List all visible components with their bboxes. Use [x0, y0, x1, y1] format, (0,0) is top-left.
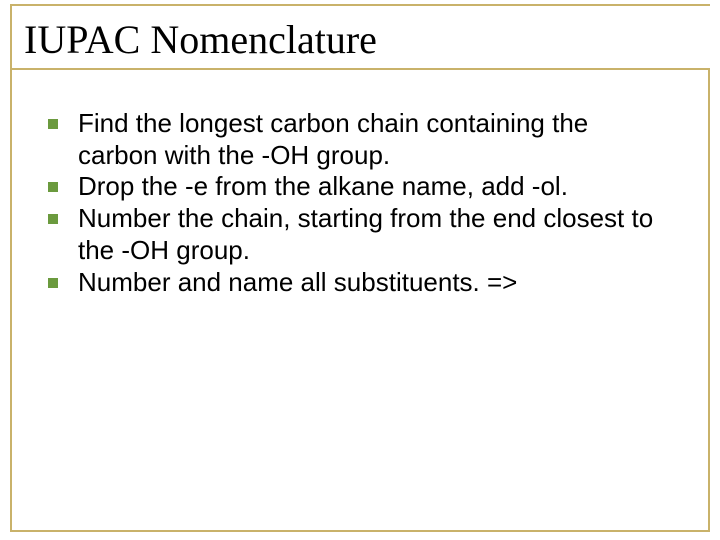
list-item: Number and name all substituents. =>	[48, 267, 672, 299]
bullet-text: Drop the -e from the alkane name, add -o…	[78, 171, 672, 203]
frame-border-left	[10, 4, 12, 530]
list-item: Find the longest carbon chain containing…	[48, 108, 672, 171]
frame-border-bottom	[10, 530, 710, 532]
slide-body: Find the longest carbon chain containing…	[18, 72, 702, 298]
list-item: Number the chain, starting from the end …	[48, 203, 672, 266]
frame-border-top	[10, 4, 710, 6]
bullet-text: Find the longest carbon chain containing…	[78, 108, 672, 171]
bullet-text: Number the chain, starting from the end …	[78, 203, 672, 266]
bullet-list: Find the longest carbon chain containing…	[48, 108, 672, 298]
slide-title: IUPAC Nomenclature	[18, 12, 702, 72]
frame-border-right	[708, 68, 710, 530]
square-bullet-icon	[48, 214, 58, 224]
square-bullet-icon	[48, 182, 58, 192]
square-bullet-icon	[48, 278, 58, 288]
slide: IUPAC Nomenclature Find the longest carb…	[0, 0, 720, 540]
square-bullet-icon	[48, 119, 58, 129]
bullet-text: Number and name all substituents. =>	[78, 267, 672, 299]
list-item: Drop the -e from the alkane name, add -o…	[48, 171, 672, 203]
